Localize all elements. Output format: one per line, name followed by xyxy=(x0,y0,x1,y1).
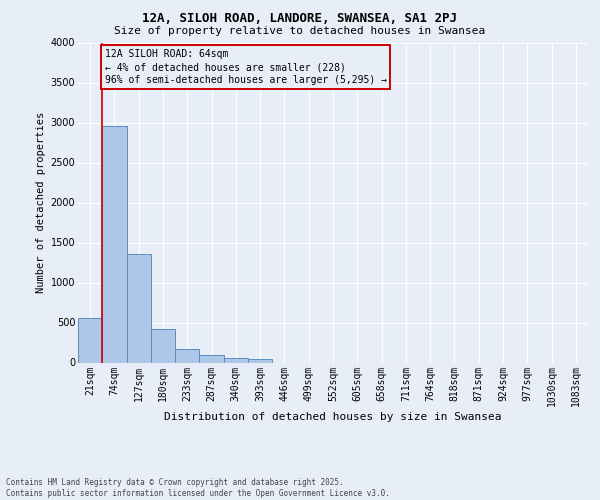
X-axis label: Distribution of detached houses by size in Swansea: Distribution of detached houses by size … xyxy=(164,412,502,422)
Bar xyxy=(224,358,248,362)
Y-axis label: Number of detached properties: Number of detached properties xyxy=(37,112,46,293)
Bar xyxy=(175,350,199,362)
Bar xyxy=(248,358,272,362)
Bar xyxy=(151,330,175,362)
Bar xyxy=(102,126,127,362)
Bar xyxy=(199,355,224,362)
Bar xyxy=(78,318,102,362)
Text: 12A, SILOH ROAD, LANDORE, SWANSEA, SA1 2PJ: 12A, SILOH ROAD, LANDORE, SWANSEA, SA1 2… xyxy=(143,12,458,24)
Text: Contains HM Land Registry data © Crown copyright and database right 2025.
Contai: Contains HM Land Registry data © Crown c… xyxy=(6,478,390,498)
Bar xyxy=(127,254,151,362)
Text: 12A SILOH ROAD: 64sqm
← 4% of detached houses are smaller (228)
96% of semi-deta: 12A SILOH ROAD: 64sqm ← 4% of detached h… xyxy=(105,49,387,86)
Text: Size of property relative to detached houses in Swansea: Size of property relative to detached ho… xyxy=(115,26,485,36)
